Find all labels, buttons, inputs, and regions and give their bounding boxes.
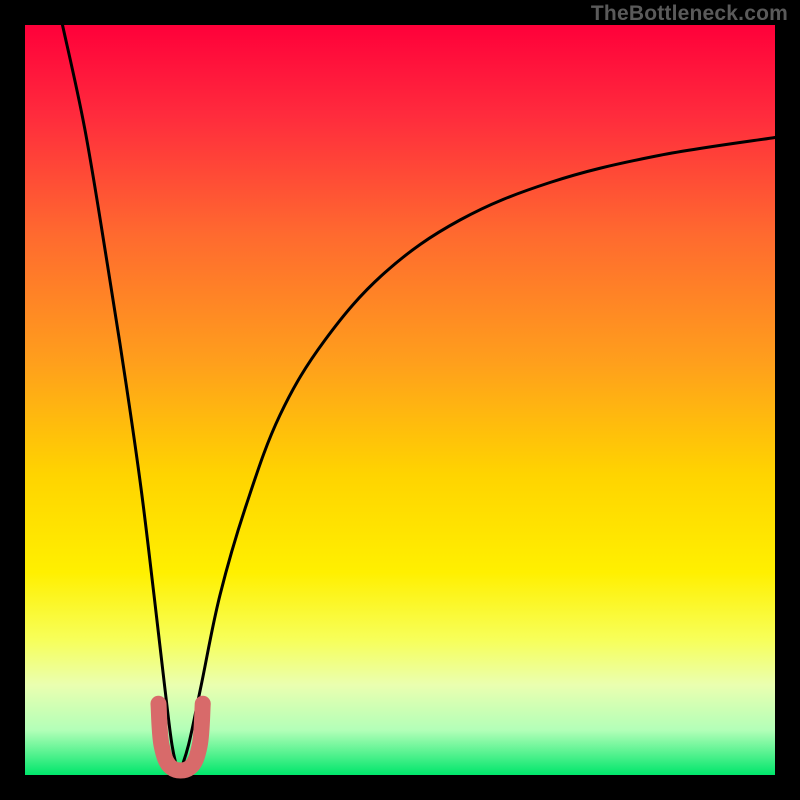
curve-right-branch [179, 138, 775, 776]
bottom-u-marker [159, 704, 203, 771]
watermark-text: TheBottleneck.com [591, 2, 788, 26]
curve-layer [0, 0, 800, 800]
chart-frame: TheBottleneck.com [0, 0, 800, 800]
curve-left-branch [63, 25, 179, 775]
